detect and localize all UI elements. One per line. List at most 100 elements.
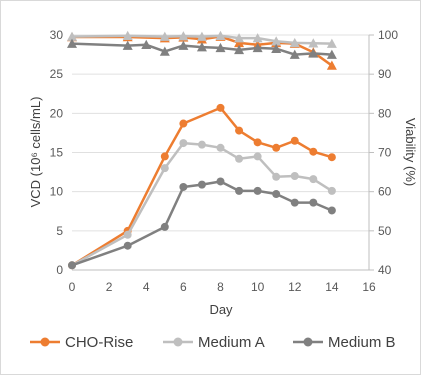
y-right-tick-label: 60 xyxy=(378,185,392,199)
data-point-marker xyxy=(67,31,77,41)
data-point-marker xyxy=(252,33,263,43)
legend-label: Medium A xyxy=(198,334,265,351)
y-tick-label: 0 xyxy=(56,263,63,277)
y-axis-label: VCD (10⁶ cells/mL) xyxy=(28,97,43,208)
data-point-marker xyxy=(178,40,189,50)
data-point-marker xyxy=(216,143,225,152)
data-point-marker xyxy=(289,49,300,59)
y-tick-label: 15 xyxy=(50,146,64,160)
data-point-marker xyxy=(235,154,244,163)
data-point-marker xyxy=(272,190,281,199)
legend-label: CHO-Rise xyxy=(65,334,133,351)
data-point-marker xyxy=(196,31,207,41)
data-point-marker xyxy=(179,119,188,128)
data-point-marker xyxy=(252,42,263,53)
legend-item: Medium B xyxy=(293,334,396,351)
data-point-marker xyxy=(326,60,337,70)
data-point-marker xyxy=(215,42,226,53)
data-point-marker xyxy=(327,206,336,215)
data-point-marker xyxy=(178,31,189,41)
data-point-marker xyxy=(235,186,244,195)
y-right-tick-label: 40 xyxy=(378,263,392,277)
x-tick-label: 4 xyxy=(143,280,150,294)
data-point-marker xyxy=(326,38,337,48)
data-point-marker xyxy=(290,136,299,145)
series-viability xyxy=(67,38,337,59)
y-right-tick-label: 90 xyxy=(378,67,392,81)
data-point-marker xyxy=(215,30,226,41)
series-viability xyxy=(67,30,337,48)
data-point-marker xyxy=(123,230,132,239)
data-point-marker xyxy=(197,180,206,189)
y-tick-label: 10 xyxy=(50,185,64,199)
data-point-marker xyxy=(272,172,281,181)
legend-swatch-marker xyxy=(40,337,50,347)
data-point-marker xyxy=(235,126,244,135)
legend: CHO-Rise Medium A Medium B xyxy=(30,334,396,351)
y-axis-right-label: Viability (%) xyxy=(403,118,418,186)
data-point-marker xyxy=(308,48,319,58)
data-point-marker xyxy=(68,261,76,270)
x-tick-label: 0 xyxy=(69,280,76,294)
data-point-marker xyxy=(122,30,133,41)
legend-label: Medium B xyxy=(328,334,396,351)
data-point-marker xyxy=(289,37,300,48)
y-right-tick-label: 50 xyxy=(378,224,392,238)
data-point-marker xyxy=(234,33,245,43)
x-tick-label: 8 xyxy=(217,280,224,294)
legend-item: CHO-Rise xyxy=(30,334,133,351)
data-point-marker xyxy=(122,40,133,50)
y-tick-label: 30 xyxy=(50,28,64,42)
y-tick-label: 5 xyxy=(56,224,63,238)
data-point-marker xyxy=(234,44,245,55)
data-point-marker xyxy=(179,182,188,191)
data-point-marker xyxy=(290,198,299,207)
data-point-marker xyxy=(327,153,336,162)
x-tick-label: 10 xyxy=(251,280,265,294)
gridlines xyxy=(72,34,369,271)
data-point-marker xyxy=(141,39,152,50)
data-point-marker xyxy=(309,198,318,207)
data-point-marker xyxy=(271,43,282,53)
data-point-marker xyxy=(216,103,225,112)
data-point-marker xyxy=(253,138,262,147)
y-tick-label: 20 xyxy=(50,106,64,120)
data-point-marker xyxy=(290,172,299,180)
data-point-marker xyxy=(326,49,337,59)
tick-labels: 0 5 10 15 20 25 30 40 50 60 70 80 90 100 0 2 4 6 8 10 12 14 16 xyxy=(50,28,399,294)
x-tick-label: 14 xyxy=(325,280,339,294)
series-layer xyxy=(67,30,337,270)
data-point-marker xyxy=(253,186,262,195)
legend-swatch-marker xyxy=(173,337,183,347)
y-tick-label: 25 xyxy=(50,67,64,81)
x-tick-label: 2 xyxy=(106,280,113,294)
data-point-marker xyxy=(179,139,188,148)
y-right-tick-label: 100 xyxy=(378,28,398,42)
data-point-marker xyxy=(196,42,207,52)
data-point-marker xyxy=(197,140,206,149)
series-medium-a xyxy=(68,139,336,270)
data-point-marker xyxy=(160,222,169,231)
x-tick-label: 6 xyxy=(180,280,187,294)
data-point-marker xyxy=(271,36,282,46)
data-point-marker xyxy=(309,175,318,184)
data-point-marker xyxy=(160,164,169,173)
data-point-marker xyxy=(123,241,132,250)
y-right-tick-label: 80 xyxy=(378,106,392,120)
series-line xyxy=(71,34,332,45)
x-tick-label: 16 xyxy=(362,280,376,294)
data-point-marker xyxy=(160,152,169,161)
axes xyxy=(72,34,374,271)
x-axis-label: Day xyxy=(209,302,233,317)
x-tick-label: 12 xyxy=(288,280,302,294)
data-point-marker xyxy=(272,143,281,152)
series-line xyxy=(71,180,333,267)
legend-item: Medium A xyxy=(163,334,265,351)
data-point-marker xyxy=(308,38,319,48)
data-point-marker xyxy=(253,152,262,161)
data-point-marker xyxy=(159,31,170,41)
data-point-marker xyxy=(159,46,170,56)
data-point-marker xyxy=(216,177,225,186)
